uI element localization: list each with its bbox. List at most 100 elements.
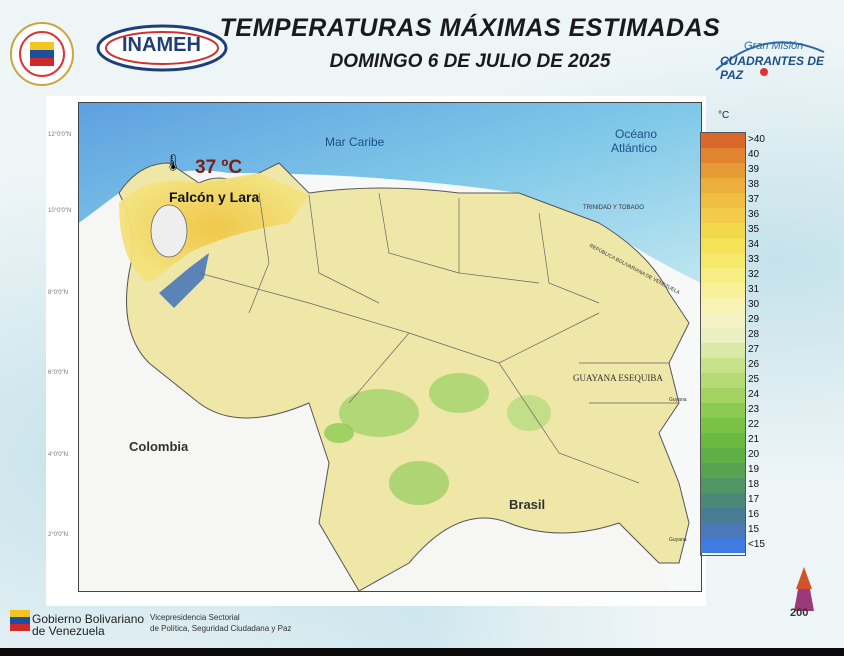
legend-swatch: [701, 148, 745, 163]
legend-swatch: [701, 238, 745, 253]
legend-label: 33: [748, 254, 760, 265]
legend-label: 21: [748, 434, 760, 445]
venezuela-coat-of-arms-logo: [10, 22, 74, 86]
lake-maracaibo: [150, 204, 188, 258]
legend-label: 16: [748, 509, 760, 520]
legend-label: 23: [748, 404, 760, 415]
highlight-region: Falcón y Lara: [169, 189, 260, 205]
legend-label: 15: [748, 524, 760, 535]
legend-swatch: [701, 403, 745, 418]
legend-swatch: [701, 508, 745, 523]
legend-label: 34: [748, 239, 760, 250]
legend-unit: °C: [718, 110, 730, 121]
page-title: TEMPERATURAS MÁXIMAS ESTIMADAS: [219, 14, 721, 42]
map-frame: 12°0'0"N 10°0'0"N 8°0'0"N 6°0'0"N 4°0'0"…: [46, 96, 706, 606]
legend-swatch: [701, 208, 745, 223]
temperature-map[interactable]: Mar Caribe Océano Atlántico Colombia Bra…: [78, 102, 702, 592]
legend-label: 22: [748, 419, 760, 430]
anniversary-number: 200: [790, 607, 809, 619]
legend-label: <15: [748, 539, 765, 550]
legend-label: 18: [748, 479, 760, 490]
label-guyana-top: Guyana: [669, 397, 687, 403]
footer-vice-line1: Vicepresidencia Sectorial: [150, 613, 240, 622]
legend-swatch: [701, 283, 745, 298]
legend-swatch: [701, 493, 745, 508]
green-zone: [324, 423, 354, 443]
lat-tick: 12°0'0"N: [48, 132, 72, 138]
lat-tick: 2°0'0"N: [48, 532, 69, 538]
legend-swatch: [701, 178, 745, 193]
legend-label: 28: [748, 329, 760, 340]
bicentenario-logo: 200: [784, 565, 824, 635]
sea-area: [79, 103, 701, 283]
inameh-logo: INAMEH: [96, 24, 228, 74]
green-zone: [389, 461, 449, 505]
legend-color-bar: [700, 132, 746, 556]
legend-label: 20: [748, 449, 760, 460]
venezuela-land: [118, 162, 690, 591]
page-subtitle: DOMINGO 6 DE JULIO DE 2025: [329, 51, 611, 72]
lat-tick: 4°0'0"N: [48, 452, 69, 458]
legend-swatch: [701, 358, 745, 373]
label-brasil: Brasil: [509, 497, 546, 512]
andes-cold-zone: [159, 253, 209, 308]
government-logo-icon: [10, 610, 30, 631]
cuadrantes-de-paz-text: CUADRANTES DE PAZ: [720, 54, 825, 82]
legend-swatch: [701, 523, 745, 538]
legend-swatch: [701, 538, 745, 553]
state-borders: [198, 192, 679, 484]
label-trinidad: TRINIDAD Y TOBAGO: [583, 205, 644, 211]
label-mar-caribe: Mar Caribe: [325, 135, 385, 149]
thermometer-icon: 🌡: [163, 155, 184, 172]
legend-label: 17: [748, 494, 760, 505]
label-atlantico: Atlántico: [611, 141, 658, 155]
legend-label: 35: [748, 224, 760, 235]
legend-label: 26: [748, 359, 760, 370]
label-guayana-esequiba: GUAYANA ESEQUIBA: [573, 373, 663, 383]
legend-label: 32: [748, 269, 760, 280]
green-zone: [429, 373, 489, 413]
legend-swatch: [701, 133, 745, 148]
legend-swatch: [701, 343, 745, 358]
legend-label: 37: [748, 194, 760, 205]
legend-label: >40: [748, 134, 765, 145]
legend-swatch: [701, 313, 745, 328]
footer-gobierno: Gobierno Bolivariano: [32, 612, 145, 626]
legend-label: 39: [748, 164, 760, 175]
label-guyana-bottom: Guyana: [669, 537, 687, 543]
legend-swatch: [701, 193, 745, 208]
inameh-text: INAMEH: [122, 34, 201, 56]
legend-swatch: [701, 388, 745, 403]
map-svg: [79, 103, 701, 591]
legend-label: 19: [748, 464, 760, 475]
lat-tick: 8°0'0"N: [48, 290, 69, 296]
green-zone: [339, 389, 419, 437]
green-zone: [507, 395, 551, 431]
legend-label: 30: [748, 299, 760, 310]
legend-label: 24: [748, 389, 760, 400]
legend-label: 36: [748, 209, 760, 220]
legend-label: 25: [748, 374, 760, 385]
footer-vicepresidencia: Vicepresidencia Sectorial de Política, S…: [150, 612, 320, 634]
legend-label: 40: [748, 149, 760, 160]
legend-swatch: [701, 448, 745, 463]
title-block: TEMPERATURAS MÁXIMAS ESTIMADAS DOMINGO 6…: [200, 14, 740, 73]
legend-swatch: [701, 373, 745, 388]
lat-tick: 6°0'0"N: [48, 370, 69, 376]
footer-de-venezuela: de Venezuela: [32, 624, 105, 638]
legend-swatch: [701, 328, 745, 343]
legend-swatch: [701, 268, 745, 283]
footer-vice-line2: de Política, Seguridad Ciudadana y Paz: [150, 624, 292, 633]
label-oceano: Océano: [615, 127, 658, 141]
legend-swatch: [701, 163, 745, 178]
footer-government: Gobierno Bolivariano de Venezuela Vicepr…: [10, 610, 310, 640]
bottom-bar: [0, 648, 844, 656]
gran-mision-logo: Gran Misión CUADRANTES DE PAZ: [706, 22, 832, 82]
legend-swatch: [701, 478, 745, 493]
highlight-temperature: 37 ºC: [195, 157, 243, 178]
legend-swatch: [701, 223, 745, 238]
gran-mision-text: Gran Misión: [744, 40, 804, 52]
legend-label: 38: [748, 179, 760, 190]
legend-label: 27: [748, 344, 760, 355]
legend-label: 29: [748, 314, 760, 325]
